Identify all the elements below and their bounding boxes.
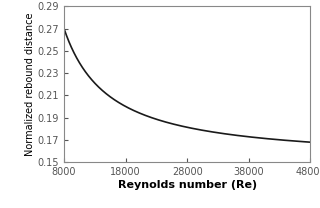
X-axis label: Reynolds number (Re): Reynolds number (Re) xyxy=(118,180,257,190)
Y-axis label: Normalized rebound distance: Normalized rebound distance xyxy=(25,12,35,156)
